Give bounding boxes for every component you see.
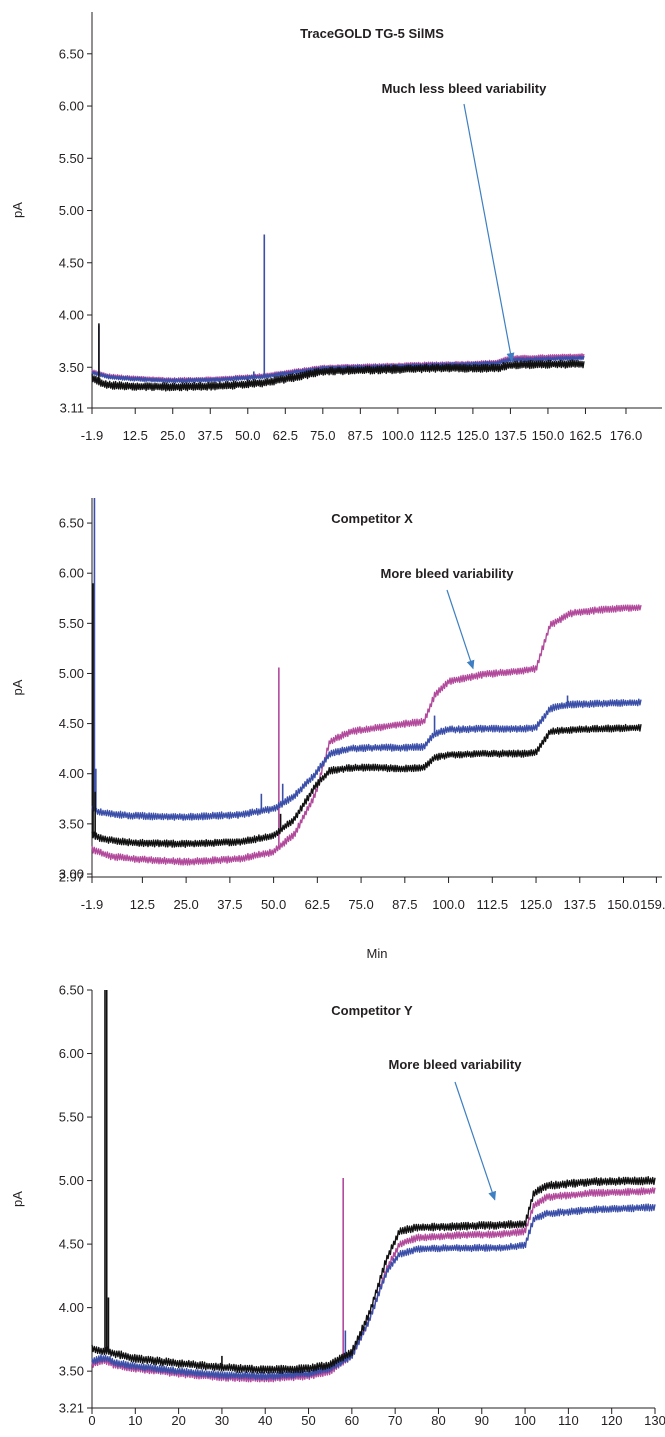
y-tick-label: 5.50 [59, 1110, 84, 1125]
x-tick-label: 12.5 [123, 428, 148, 443]
x-tick-label: 159.4 [640, 897, 665, 912]
annotation-arrow [446, 589, 475, 670]
y-tick-label: 6.50 [59, 983, 84, 998]
chart-title: TraceGOLD TG-5 SilMS [300, 26, 444, 41]
x-tick-label: 12.5 [130, 897, 155, 912]
x-tick-label: 125.0 [520, 897, 553, 912]
series-trace-blue [91, 698, 642, 821]
x-tick-label: 87.5 [348, 428, 373, 443]
y-tick-label: 5.50 [59, 616, 84, 631]
y-tick-label: 6.00 [59, 99, 84, 114]
y-axis-label: pA [10, 679, 25, 695]
x-tick-label: 112.5 [477, 897, 509, 912]
chart-title: Competitor Y [331, 1003, 413, 1018]
y-tick-label: 4.50 [59, 1237, 84, 1252]
x-tick-label: 50.0 [261, 897, 286, 912]
x-tick-label: 137.5 [563, 897, 596, 912]
y-tick-label: 4.50 [59, 716, 84, 731]
x-tick-label: 0 [88, 1413, 95, 1428]
x-tick-label: 80 [431, 1413, 445, 1428]
x-tick-label: 150.0 [607, 897, 640, 912]
x-tick-label: 162.5 [569, 428, 602, 443]
x-tick-label: 50 [301, 1413, 315, 1428]
x-tick-label: 10 [128, 1413, 142, 1428]
x-tick-label: -1.9 [81, 897, 103, 912]
y-tick-label: 4.00 [59, 766, 84, 781]
series-trace-blue [91, 1203, 656, 1381]
series-trace-magenta [91, 604, 642, 866]
series-trace-black [91, 1176, 656, 1374]
y-tick-label: 6.00 [59, 566, 84, 581]
annotation-label: More bleed variability [381, 566, 515, 581]
x-tick-label: 100.0 [382, 428, 415, 443]
y-tick-label: 3.50 [59, 816, 84, 831]
x-tick-label: 100 [514, 1413, 536, 1428]
y-tick-label: 3.00 [59, 866, 84, 881]
x-tick-label: 30 [215, 1413, 229, 1428]
x-tick-label: 37.5 [217, 897, 242, 912]
x-tick-label: -1.9 [81, 428, 103, 443]
x-tick-label: 112.5 [420, 428, 452, 443]
x-tick-label: 70 [388, 1413, 402, 1428]
y-tick-label: 3.50 [59, 360, 84, 375]
y-tick-label: 3.21 [59, 1401, 84, 1416]
y-tick-label: 5.00 [59, 1173, 84, 1188]
y-tick-label: 5.00 [59, 666, 84, 681]
y-tick-label: 4.00 [59, 308, 84, 323]
y-tick-label: 6.00 [59, 1046, 84, 1061]
chart-1: 3.11 3.50 4.00 4.50 5.00 5.50 6.00 6.50 -1.9 12.5… [10, 12, 662, 443]
x-tick-label: 130 [644, 1413, 665, 1428]
x-tick-label: 62.5 [305, 897, 330, 912]
y-axis-label: pA [10, 1191, 25, 1207]
chart-2: 2.973.00 3.50 4.00 4.50 5.00 5.50 6.00 6.50 -1.9… [10, 498, 665, 961]
y-tick-label: 4.50 [59, 255, 84, 270]
y-tick-label: 6.50 [59, 516, 84, 531]
y-tick-label: 6.50 [59, 46, 84, 61]
y-tick-label: 5.50 [59, 151, 84, 166]
x-axis-label: Min [367, 946, 388, 961]
chart-3: 3.21 3.50 4.00 4.50 5.00 5.50 6.00 6.50 0 10 20 30 4… [10, 983, 665, 1429]
annotation-arrow [463, 103, 515, 362]
x-tick-label: 176.0 [610, 428, 643, 443]
x-tick-label: 60 [345, 1413, 359, 1428]
x-tick-label: 150.0 [532, 428, 565, 443]
x-tick-label: 75.0 [310, 428, 335, 443]
x-tick-label: 40 [258, 1413, 272, 1428]
x-tick-label: 137.5 [494, 428, 527, 443]
x-tick-label: 37.5 [198, 428, 223, 443]
annotation-label: More bleed variability [389, 1057, 523, 1072]
x-tick-label: 25.0 [173, 897, 198, 912]
series-trace-black [91, 723, 642, 848]
series-trace-magenta [91, 1187, 656, 1383]
x-tick-label: 50.0 [235, 428, 260, 443]
annotation-arrow [454, 1081, 496, 1201]
chart-title: Competitor X [331, 511, 413, 526]
y-axis-label: pA [10, 202, 25, 218]
x-tick-label: 125.0 [457, 428, 490, 443]
annotation-label: Much less bleed variability [382, 81, 547, 96]
x-tick-label: 87.5 [392, 897, 417, 912]
x-tick-label: 25.0 [160, 428, 185, 443]
y-tick-label: 3.11 [60, 401, 84, 416]
x-tick-label: 90 [475, 1413, 489, 1428]
y-tick-label: 4.00 [59, 1300, 84, 1315]
x-tick-label: 110 [558, 1413, 579, 1428]
y-tick-label: 2.97 [59, 870, 84, 885]
x-tick-label: 75.0 [348, 897, 373, 912]
y-tick-label: 3.50 [59, 1364, 84, 1379]
x-tick-label: 20 [171, 1413, 185, 1428]
x-tick-label: 100.0 [432, 897, 465, 912]
x-tick-label: 120 [601, 1413, 623, 1428]
y-tick-label: 5.00 [59, 203, 84, 218]
series-trace-blue [91, 355, 585, 384]
x-tick-label: 62.5 [273, 428, 298, 443]
series-trace-black [91, 359, 585, 392]
